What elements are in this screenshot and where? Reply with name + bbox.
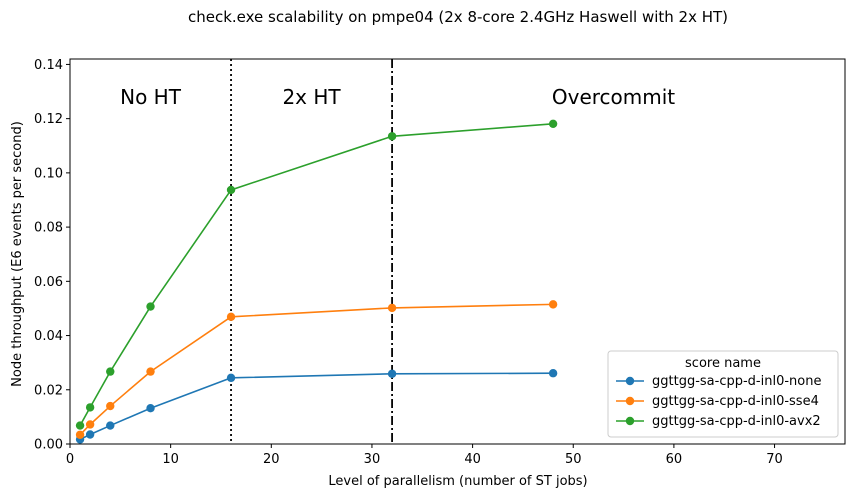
data-point (106, 367, 115, 376)
legend-box (607, 350, 839, 438)
legend-entry-label: ggttgg-sa-cpp-d-inl0-none (652, 374, 821, 389)
data-point (75, 421, 85, 430)
legend-swatch-marker (625, 376, 635, 386)
series-line (79, 123, 554, 426)
data-point (146, 404, 155, 413)
legend: score name ggttgg-sa-cpp-d-inl0-none ggttg… (607, 350, 839, 438)
x-tick-label: 30 (364, 452, 381, 467)
legend-entry-label: ggttgg-sa-cpp-d-inl0-sse4 (652, 394, 819, 409)
data-point (548, 300, 558, 309)
x-tick-label: 50 (565, 452, 582, 467)
plot-area: 0 10 20 30 40 50 60 70 0.00 0.02 0.04 0.06 0.08 0.10… (34, 58, 846, 467)
data-point (106, 401, 115, 411)
data-point (146, 302, 155, 311)
x-axis-label: Level of parallelism (number of ST jobs) (328, 474, 587, 489)
series (75, 300, 558, 439)
region-label: No HT (120, 85, 182, 109)
series (75, 119, 558, 430)
series-group (75, 119, 558, 444)
plot-frame (69, 58, 846, 445)
x-tick-label: 10 (162, 452, 179, 467)
data-point (548, 369, 558, 378)
x-tick-label: 70 (766, 452, 783, 467)
x-tick-label: 60 (666, 452, 683, 467)
data-point (146, 367, 155, 376)
data-point (226, 185, 236, 195)
y-tick-label: 0.12 (34, 112, 63, 127)
chart-title: check.exe scalability on pmpe04 (2x 8-co… (188, 8, 728, 26)
vertical-markers (230, 59, 393, 444)
data-point (85, 403, 95, 412)
data-point (106, 421, 115, 430)
y-axis-label: Node throughput (E6 events per second) (10, 121, 25, 387)
region-label: Overcommit (552, 85, 675, 109)
data-point (226, 312, 236, 322)
region-label: 2x HT (282, 85, 341, 109)
legend-title: score name (685, 356, 761, 371)
y-tick-label: 0.08 (34, 221, 63, 236)
data-point (387, 303, 397, 313)
x-tick-label: 40 (464, 452, 481, 467)
series (75, 369, 558, 444)
data-point (85, 430, 95, 439)
region-annotations: No HT 2x HT Overcommit (120, 85, 675, 109)
y-tick-label: 0.00 (34, 438, 63, 453)
legend-entry-label: ggttgg-sa-cpp-d-inl0-avx2 (652, 414, 821, 429)
data-point (75, 430, 85, 439)
data-point (85, 420, 95, 429)
y-tick-label: 0.14 (34, 58, 63, 73)
data-point (387, 369, 397, 378)
y-tick-label: 0.10 (34, 166, 63, 181)
legend-swatch-marker (625, 416, 635, 426)
data-point (387, 132, 397, 141)
y-axis: 0.00 0.02 0.04 0.06 0.08 0.10 0.12 0.14 (34, 58, 70, 453)
legend-swatch-marker (625, 396, 635, 406)
x-tick-label: 0 (66, 452, 74, 467)
y-tick-label: 0.04 (34, 329, 63, 344)
x-tick-label: 20 (263, 452, 280, 467)
x-axis: 0 10 20 30 40 50 60 70 (66, 444, 783, 467)
y-tick-label: 0.02 (34, 383, 63, 398)
y-tick-label: 0.06 (34, 275, 63, 290)
data-point (548, 119, 558, 128)
data-point (226, 373, 236, 383)
